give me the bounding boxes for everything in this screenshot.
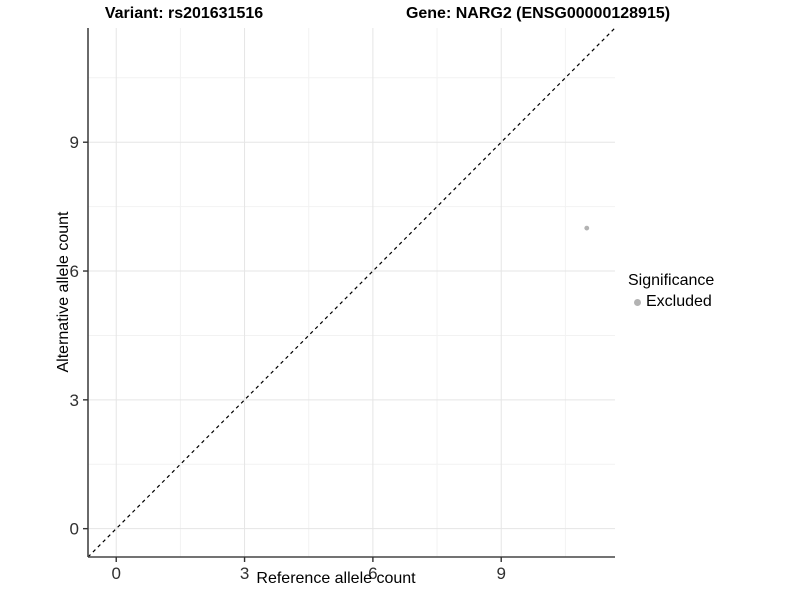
legend-item-excluded: Excluded [628,293,714,311]
legend-point-icon [634,298,641,306]
legend-title: Significance [628,272,715,289]
variant-title: Variant: rs201631516 [104,5,264,22]
legend-item-label: Excluded [646,293,712,310]
identity-line [87,27,616,558]
y-tick-label: 9 [70,133,79,152]
x-tick-label: 3 [240,564,249,583]
x-tick-label: 0 [111,564,120,583]
y-axis-title: Alternative allele count [55,211,72,373]
x-tick-label: 9 [496,564,505,583]
y-tick-label: 6 [70,262,79,281]
legend: Significance Excluded [628,272,714,311]
y-tick-label: 0 [70,520,79,539]
data-point [584,225,590,231]
x-tick-label: 6 [368,564,377,583]
gene-title: Gene: NARG2 (ENSG00000128915) [405,5,671,22]
x-axis-title: Reference allele count [256,570,416,587]
y-tick-label: 3 [70,391,79,410]
